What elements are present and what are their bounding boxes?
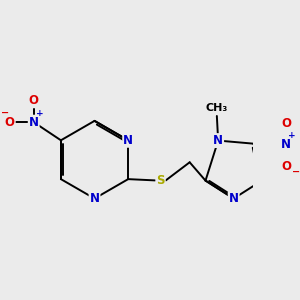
- Text: CH₃: CH₃: [206, 103, 228, 113]
- Text: N: N: [89, 192, 100, 205]
- Text: O: O: [281, 160, 291, 173]
- Text: N: N: [123, 134, 133, 147]
- Text: O: O: [281, 117, 291, 130]
- Text: N: N: [213, 134, 223, 147]
- Text: O: O: [5, 116, 15, 129]
- Text: N: N: [229, 192, 239, 205]
- Text: −: −: [1, 108, 9, 118]
- Text: N: N: [281, 139, 291, 152]
- Text: +: +: [36, 109, 43, 118]
- Text: −: −: [292, 167, 300, 176]
- Text: N: N: [29, 116, 39, 129]
- Text: O: O: [29, 94, 39, 107]
- Text: +: +: [288, 131, 296, 140]
- Text: S: S: [156, 174, 165, 187]
